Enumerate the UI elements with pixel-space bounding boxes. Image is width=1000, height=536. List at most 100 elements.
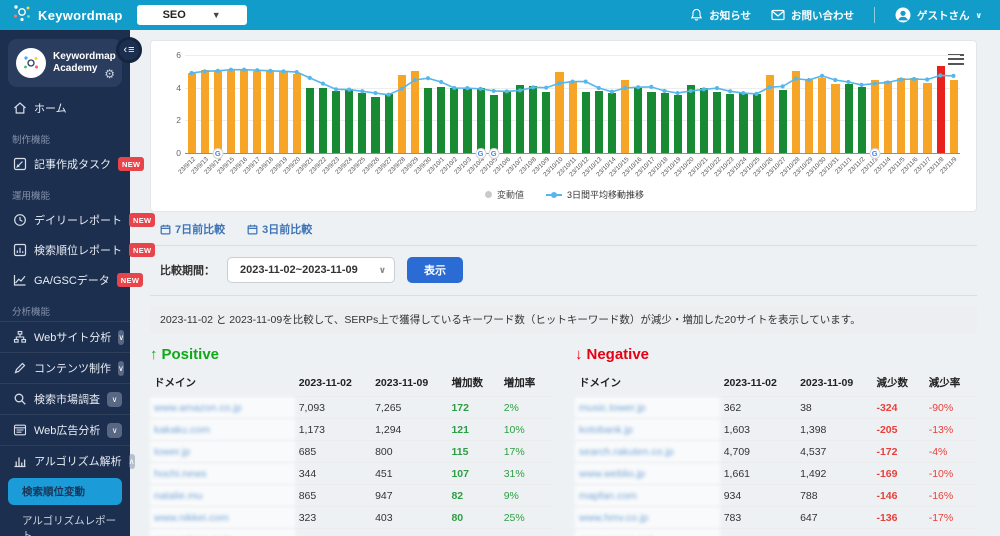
- legend-item-hendouchi[interactable]: 変動値: [484, 188, 524, 201]
- fluctuation-bar: [424, 88, 433, 153]
- product-select[interactable]: SEO ▼: [136, 5, 247, 25]
- contact-button[interactable]: お問い合わせ: [771, 8, 854, 23]
- fluctuation-bar: [726, 94, 735, 153]
- fluctuation-bar: [778, 90, 787, 153]
- academy-title: Keywordmap Academy: [53, 50, 116, 75]
- fluctuation-bar: [358, 93, 367, 153]
- sidebar-subitem-active[interactable]: 検索順位変動: [8, 478, 122, 505]
- sidebar-item[interactable]: 検索順位レポート NEW: [0, 235, 156, 265]
- bar-slot: [290, 55, 303, 153]
- table-cell: 82: [447, 484, 500, 507]
- table-cell: -13%: [924, 418, 977, 441]
- column-header: 減少率: [928, 377, 961, 389]
- table-cell: 647: [796, 506, 873, 529]
- domain-link[interactable]: hochi.news: [150, 462, 295, 485]
- bar-slot: [474, 55, 487, 153]
- legend-item-moving-average[interactable]: 3日間平均移動推移: [546, 188, 644, 201]
- fluctuation-bar: [936, 65, 945, 153]
- sidebar-section-label: 制作機能: [12, 135, 51, 146]
- positive-table: ドメイン 2023-11-02 2023-11-09 増加数 増加率 www.amazon…: [150, 369, 552, 536]
- brand[interactable]: Keywordmap: [0, 3, 137, 28]
- tab-7day-compare[interactable]: 7日前比較: [160, 221, 225, 237]
- domain-link[interactable]: kotobank.jp: [575, 418, 720, 441]
- sidebar-item[interactable]: 記事作成タスク NEW: [0, 149, 145, 179]
- bar-slot: [487, 55, 500, 153]
- table-row: www.cosme.net507407-100-20%: [575, 528, 977, 536]
- table-cell: 38: [796, 396, 873, 419]
- legend-dot-icon: [484, 191, 492, 198]
- sidebar-item[interactable]: Web広告分析 ∨: [0, 414, 130, 445]
- bar-slot: [789, 55, 802, 153]
- line-chart-icon: [12, 273, 27, 288]
- column-header: ドメイン: [154, 377, 196, 389]
- fluctuation-bar: [673, 95, 682, 153]
- table-cell: 865: [294, 484, 372, 507]
- chevron-down-icon[interactable]: ∨: [107, 391, 122, 407]
- bar-slot: [356, 55, 369, 153]
- domain-link[interactable]: mapfan.com: [575, 484, 720, 507]
- user-menu[interactable]: ゲストさん ∨: [895, 7, 982, 23]
- academy-card[interactable]: Keywordmap Academy ⚙: [8, 39, 122, 87]
- table-cell: 4,709: [719, 440, 797, 463]
- table-row: www.oricon.co.jp1,2921,368766%: [150, 528, 552, 536]
- legend-label: 変動値: [496, 190, 524, 200]
- bar-slot: [316, 55, 329, 153]
- sidebar-item-label: GA/GSCデータ: [34, 275, 110, 287]
- chevron-up-icon[interactable]: ∧: [128, 453, 135, 469]
- domain-link[interactable]: kakaku.com: [150, 418, 295, 441]
- show-button[interactable]: 表示: [407, 257, 463, 283]
- table-header-row: ドメイン 2023-11-02 2023-11-09 増加数 増加率: [150, 369, 552, 397]
- domain-link[interactable]: music.tower.jp: [575, 396, 720, 419]
- sidebar-subitem[interactable]: アルゴリズムレポート: [22, 515, 117, 536]
- bar-slot: [277, 55, 290, 153]
- tab-7day-label: 7日前比較: [175, 224, 226, 236]
- sidebar-collapse-button[interactable]: ‹ ≡: [116, 37, 142, 63]
- bar-slot: [540, 55, 553, 153]
- table-cell: -169: [872, 462, 925, 485]
- fluctuation-bar: [831, 83, 840, 153]
- sidebar-item[interactable]: アルゴリズム解析 ∧: [0, 445, 135, 476]
- domain-link[interactable]: www.oricon.co.jp: [150, 528, 295, 536]
- period-select[interactable]: 2023-11-02~2023-11-09 ∨: [227, 257, 395, 283]
- domain-link[interactable]: tower.jp: [150, 440, 295, 463]
- sidebar-item[interactable]: 検索市場調査 ∨: [0, 383, 130, 414]
- gear-icon[interactable]: ⚙: [104, 67, 115, 81]
- tab-3day-compare[interactable]: 3日前比較: [247, 221, 312, 237]
- period-controls: 比較期間： 2023-11-02~2023-11-09 ∨ 表示: [150, 246, 977, 296]
- sidebar-item[interactable]: GA/GSCデータ NEW: [0, 265, 144, 295]
- gridline: [185, 55, 960, 56]
- notice-button[interactable]: お知らせ: [690, 8, 751, 23]
- arrow-up-icon: ↑: [150, 346, 158, 363]
- domain-link[interactable]: search.rakuten.co.jp: [575, 440, 720, 463]
- chevron-down-icon[interactable]: ∨: [118, 329, 125, 345]
- fluctuation-bar: [384, 94, 393, 153]
- chart-menu-icon[interactable]: [948, 51, 964, 67]
- new-badge: NEW: [129, 213, 156, 227]
- domain-link[interactable]: www.hmv.co.jp: [575, 506, 720, 529]
- chevron-down-icon[interactable]: ∨: [118, 360, 124, 376]
- sidebar-item-label: ホーム: [34, 103, 67, 115]
- bar-slot: [422, 55, 435, 153]
- table-cell: 507: [719, 528, 797, 536]
- domain-link[interactable]: www.cosme.net: [575, 528, 720, 536]
- table-cell: 7,265: [371, 396, 448, 419]
- fluctuation-bar: [502, 90, 512, 153]
- contact-label: お問い合わせ: [791, 9, 854, 22]
- sidebar-item-label: Web広告分析: [34, 425, 101, 437]
- sidebar-item[interactable]: デイリーレポート NEW: [0, 205, 156, 235]
- sidebar-item[interactable]: コンテンツ制作 ∨: [0, 352, 130, 383]
- fluctuation-bar: [305, 88, 314, 153]
- fluctuation-bar: [240, 69, 249, 153]
- sidebar-item[interactable]: ホーム: [0, 93, 130, 123]
- sidebar-item[interactable]: Webサイト分析 ∨: [0, 321, 130, 352]
- bar-slot: [382, 55, 395, 153]
- domain-link[interactable]: www.nikkei.com: [150, 506, 295, 529]
- fluctuation-bar: [949, 79, 958, 153]
- bar-slot: [658, 55, 671, 153]
- chevron-down-icon[interactable]: ∨: [107, 422, 122, 438]
- domain-link[interactable]: www.amazon.co.jp: [150, 396, 295, 419]
- sidebar-item-label: コンテンツ制作: [34, 363, 111, 375]
- sitemap-icon: [12, 330, 27, 345]
- domain-link[interactable]: natalie.mu: [150, 484, 295, 507]
- domain-link[interactable]: www.weblio.jp: [575, 462, 720, 485]
